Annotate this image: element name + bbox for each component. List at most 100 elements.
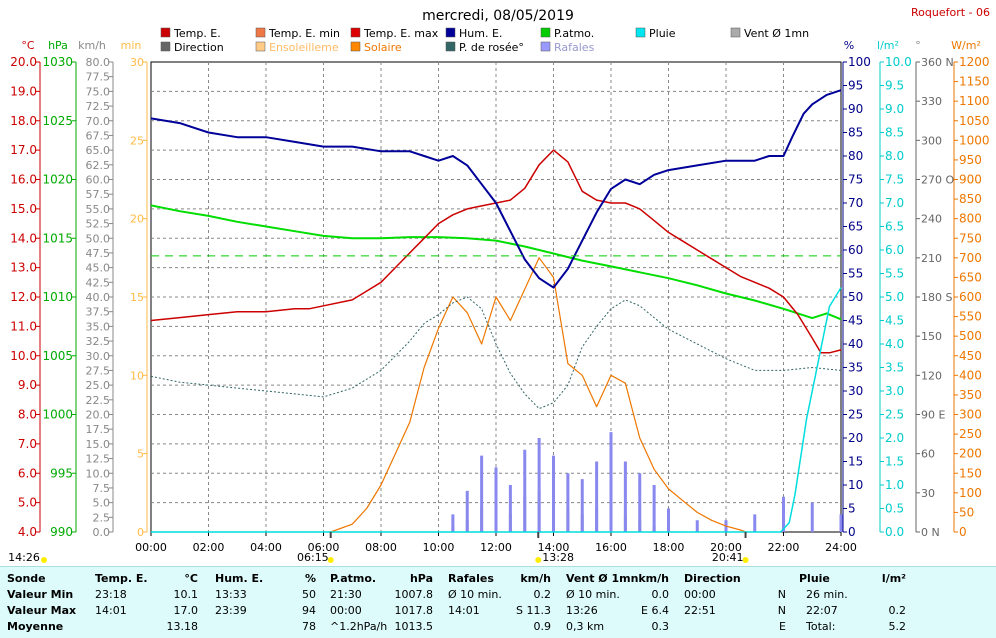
- axis-tick-label: 20.0: [86, 409, 111, 422]
- axis-tick-label: 25: [848, 408, 863, 422]
- axis-tick-label: 100: [848, 55, 871, 69]
- table-cell: 0.9: [533, 620, 552, 633]
- axis-tick-label: 37.5: [86, 306, 111, 319]
- axis-tick-label: 150: [959, 466, 982, 480]
- axis-tick-label: 12.5: [86, 453, 111, 466]
- bar-rafales: [638, 473, 642, 532]
- table-header: P.atmo.: [330, 572, 377, 585]
- axes: 20.0 19.0 18.0 17.0 16.0 15.0 14.0 13.0 12.0 11.0…: [10, 55, 989, 554]
- axis-tick-label: 4.0: [18, 525, 37, 539]
- axis-tick-label: 30.0: [86, 350, 111, 363]
- axis-tick-label: 95: [848, 79, 863, 93]
- time-tick-label: 12:00: [480, 541, 512, 554]
- table-cell: 0,3 km: [566, 620, 605, 633]
- axis-tick-label: 30: [921, 487, 935, 500]
- axis-tick-label: 60.0: [86, 174, 111, 187]
- axis-tick-label: 900: [959, 173, 982, 187]
- table-header: %: [304, 572, 316, 585]
- bar-rafales: [508, 485, 512, 532]
- axis-tick-label: 360 N: [921, 56, 954, 69]
- axis-tick-label: 9.0: [885, 102, 904, 116]
- axis-tick-label: 270 O: [921, 174, 954, 187]
- sunrise-icon: [327, 557, 334, 563]
- bar-rafales: [810, 502, 814, 532]
- axis-units: °C hPa km/h min% l/m² ° W/m²: [21, 39, 980, 52]
- axis-tick-label: 1030: [42, 55, 73, 69]
- noon-icon: [535, 557, 542, 563]
- axis-tick-label: 300: [921, 134, 942, 147]
- table-cell: 00:00: [330, 604, 362, 617]
- axis-tick-label: 30: [848, 384, 863, 398]
- bar-rafales: [451, 514, 455, 532]
- axis-tick-label: 40: [848, 337, 863, 351]
- axis-tick-label: 180 S: [921, 291, 952, 304]
- table-cell: 13.18: [166, 620, 199, 633]
- table-cell: 0.2: [533, 588, 552, 601]
- legend-swatch: [445, 41, 456, 52]
- axis-tick-label: 995: [50, 466, 73, 480]
- time-tick-label: 20:00: [710, 541, 742, 554]
- table-cell: N: [777, 588, 786, 601]
- axis-tick-label: 27.5: [86, 364, 111, 377]
- axis-tick-label: 1000: [42, 408, 73, 422]
- axis-tick-label: 10: [848, 478, 863, 492]
- axis-tick-label: 8.0: [18, 408, 37, 422]
- axis-tick-label: 55.0: [86, 203, 111, 216]
- axis-tick-label: 70.0: [86, 115, 111, 128]
- legend-swatch: [635, 27, 646, 38]
- axis-tick-label: 200: [959, 447, 982, 461]
- table-cell: Ø 10 min.: [448, 588, 502, 601]
- time-tick-label: 02:00: [193, 541, 225, 554]
- axis-tick-label: 90 E: [921, 409, 945, 422]
- table-header: km/h: [638, 572, 669, 585]
- axis-tick-label: 6.0: [18, 466, 37, 480]
- axis-tick-label: 9.0: [18, 378, 37, 392]
- axis-tick-label: 990: [50, 525, 73, 539]
- table-cell: 1007.8: [394, 588, 434, 601]
- table-cell: 1013.5: [394, 620, 434, 633]
- axis-tick-label: 0.0: [885, 525, 904, 539]
- axis-tick-label: 210: [921, 252, 942, 265]
- sunrise-label: 06:15: [297, 551, 329, 564]
- axis-tick-label: 10.0: [86, 467, 111, 480]
- time-tick-label: 16:00: [595, 541, 627, 554]
- bar-rafales: [465, 490, 469, 532]
- time-tick-label: 00:00: [135, 541, 167, 554]
- table-cell: E 6.4: [641, 604, 669, 617]
- axis-tick-label: 57.5: [86, 188, 111, 201]
- bar-rafales: [552, 455, 555, 532]
- axis-tick-label: 600: [959, 290, 982, 304]
- legend-swatch: [160, 41, 171, 52]
- series-hum-e-: [150, 89, 842, 289]
- axis-tick-label: 19.0: [10, 84, 37, 98]
- table-cell: 23:39: [215, 604, 247, 617]
- axis-tick-label: 9.5: [885, 79, 904, 93]
- axis-tick-label: 40.0: [86, 291, 111, 304]
- axis-tick-label: 52.5: [86, 218, 111, 231]
- moonrise-label: 14:26: [8, 551, 40, 564]
- axis-unit: l/m²: [877, 39, 899, 52]
- axis-tick-label: 42.5: [86, 276, 111, 289]
- bar-rafales: [667, 508, 670, 532]
- table-cell: N: [777, 604, 786, 617]
- axis-tick-label: 330: [921, 95, 942, 108]
- axis-tick-label: 12.0: [10, 290, 37, 304]
- axis-tick-label: 5.0: [18, 496, 37, 510]
- time-tick-label: 06:00: [308, 541, 340, 554]
- axis-tick-label: 30: [130, 56, 144, 69]
- axis-tick-label: 16.0: [10, 173, 37, 187]
- table-cell: 22:51: [684, 604, 716, 617]
- table-cell: 22:07: [806, 604, 838, 617]
- axis-tick-label: 7.0: [18, 437, 37, 451]
- axis-tick-label: 72.5: [86, 100, 111, 113]
- table-cell: 17.0: [173, 604, 199, 617]
- axis-tick-label: 62.5: [86, 159, 111, 172]
- axis-tick-label: 250: [959, 427, 982, 441]
- axis-tick-label: 1020: [42, 173, 73, 187]
- legend: Temp. E. Temp. E. min Temp. E. max Hum. E. P…: [160, 27, 809, 54]
- table-header: Pluie: [799, 572, 830, 585]
- axis-tick-label: 0.5: [885, 502, 904, 516]
- axis-unit: min: [121, 39, 142, 52]
- axis-tick-label: 25.0: [86, 379, 111, 392]
- table-header: km/h: [520, 572, 551, 585]
